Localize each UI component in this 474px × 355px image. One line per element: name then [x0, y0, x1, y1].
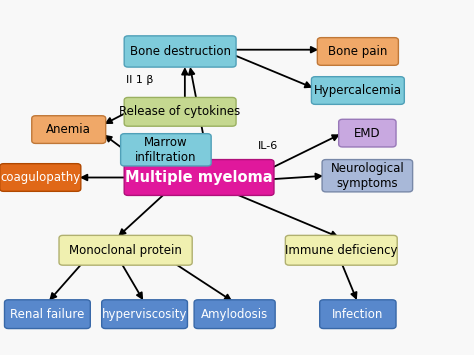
Text: Infection: Infection: [332, 308, 383, 321]
FancyBboxPatch shape: [311, 77, 404, 104]
FancyBboxPatch shape: [319, 300, 396, 329]
Text: IL-6: IL-6: [258, 141, 278, 151]
Text: Multiple myeloma: Multiple myeloma: [125, 170, 273, 185]
FancyBboxPatch shape: [322, 159, 412, 192]
FancyBboxPatch shape: [5, 300, 90, 329]
FancyBboxPatch shape: [194, 300, 275, 329]
FancyBboxPatch shape: [124, 159, 274, 195]
Text: hyperviscosity: hyperviscosity: [102, 308, 187, 321]
FancyBboxPatch shape: [124, 36, 236, 67]
Text: Immune deficiency: Immune deficiency: [285, 244, 398, 257]
FancyBboxPatch shape: [120, 134, 211, 166]
FancyBboxPatch shape: [32, 116, 106, 143]
FancyBboxPatch shape: [285, 235, 397, 265]
Text: Amylodosis: Amylodosis: [201, 308, 268, 321]
FancyBboxPatch shape: [0, 164, 81, 191]
Text: Anemia: Anemia: [46, 123, 91, 136]
Text: Release of cytokines: Release of cytokines: [119, 105, 241, 118]
Text: Monoclonal protein: Monoclonal protein: [69, 244, 182, 257]
Text: coagulopathy: coagulopathy: [0, 171, 81, 184]
Text: EMD: EMD: [354, 127, 381, 140]
FancyBboxPatch shape: [318, 38, 398, 65]
FancyBboxPatch shape: [338, 119, 396, 147]
FancyBboxPatch shape: [101, 300, 187, 329]
FancyBboxPatch shape: [124, 97, 236, 126]
Text: Marrow
infiltration: Marrow infiltration: [135, 136, 197, 164]
Text: Bone destruction: Bone destruction: [129, 45, 231, 58]
Text: Neurological
symptoms: Neurological symptoms: [330, 162, 404, 190]
FancyBboxPatch shape: [59, 235, 192, 265]
Text: Bone pain: Bone pain: [328, 45, 388, 58]
Text: Renal failure: Renal failure: [10, 308, 84, 321]
Text: Hypercalcemia: Hypercalcemia: [314, 84, 402, 97]
Text: Il 1 β: Il 1 β: [126, 75, 154, 85]
